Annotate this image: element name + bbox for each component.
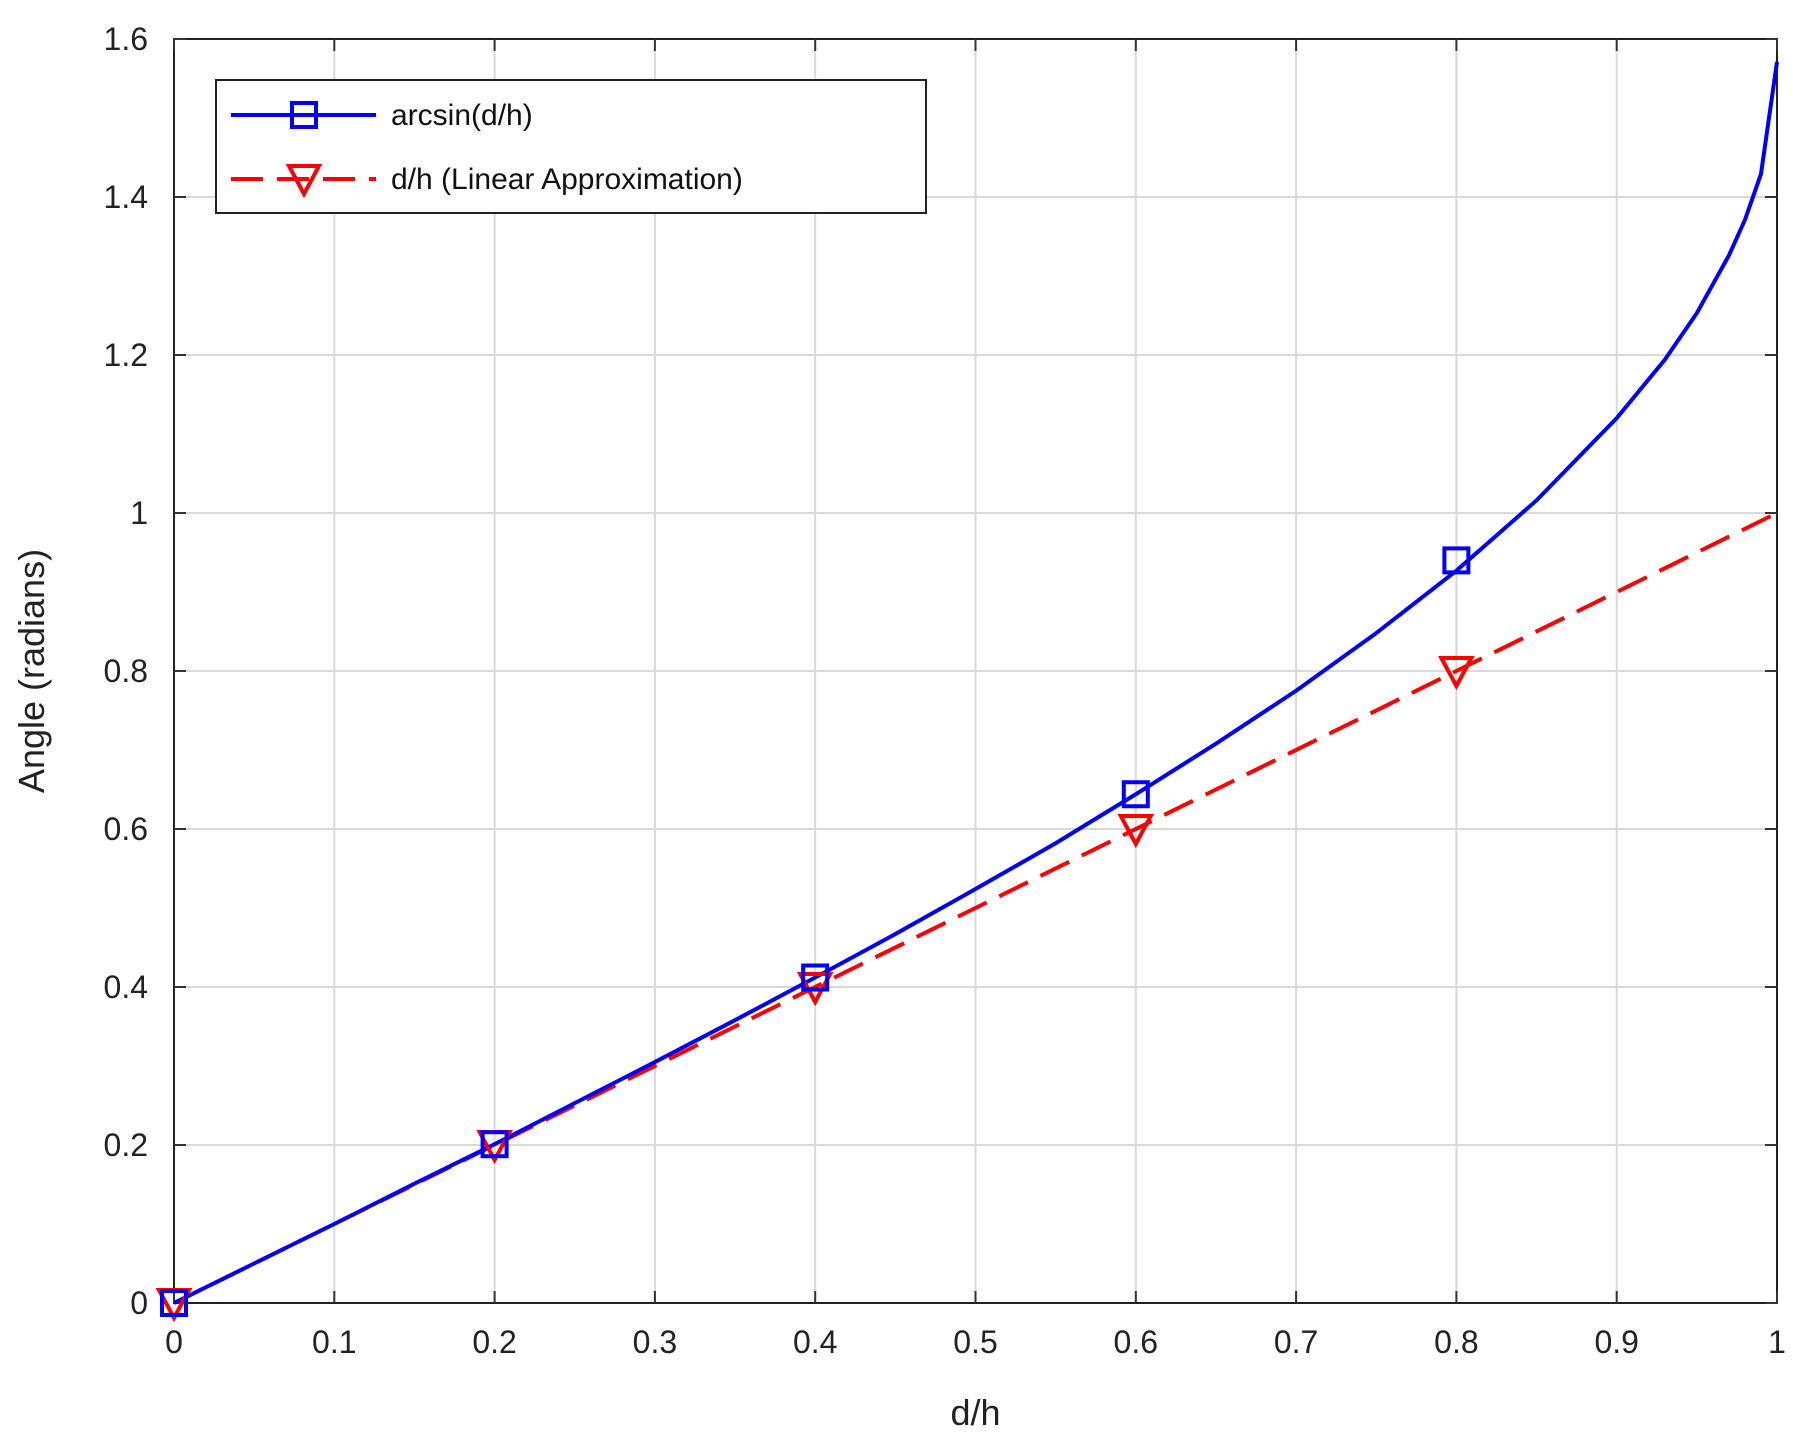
data-point-square	[1442, 546, 1471, 575]
series-line	[173, 61, 1779, 1305]
x-tick-label: 1	[1768, 1324, 1786, 1360]
legend-marker-triangle	[285, 164, 323, 199]
legend-triangle-marker	[285, 164, 323, 199]
data-point-square	[480, 1130, 509, 1159]
x-tick-label: 0.1	[312, 1324, 356, 1360]
legend-marker-square	[290, 101, 318, 129]
data-point-square	[1121, 780, 1150, 809]
y-tick-label: 0.8	[104, 653, 148, 689]
legend-square-marker	[290, 101, 318, 129]
series-markers-0	[160, 546, 1471, 1317]
legend-box	[215, 79, 927, 214]
x-tick-label: 0.8	[1434, 1324, 1478, 1360]
legend-entry-linear: d/h (Linear Approximation)	[391, 163, 743, 196]
y-tick-label: 0.4	[104, 969, 148, 1005]
y-axis-label: Angle (radians)	[11, 549, 52, 793]
x-tick-label: 0.7	[1274, 1324, 1318, 1360]
x-tick-label: 0.3	[633, 1324, 677, 1360]
x-axis-label: d/h	[950, 1392, 1000, 1433]
x-tick-label: 0.2	[472, 1324, 516, 1360]
y-tick-label: 1	[130, 495, 148, 531]
y-tick-label: 0.6	[104, 811, 148, 847]
axis-ticks: 0 0.1 0.2 0.3 0.4 0.5 0.6 0.7 0.8 0.9 1 0 0.2 0.4 0.6 0…	[104, 21, 1786, 1360]
y-tick-label: 1.4	[104, 179, 148, 215]
x-tick-label: 0.5	[953, 1324, 997, 1360]
legend-entry-arcsin: arcsin(d/h)	[391, 99, 533, 132]
x-tick-label: 0.6	[1114, 1324, 1158, 1360]
x-tick-label: 0.9	[1594, 1324, 1638, 1360]
y-tick-label: 0.2	[104, 1127, 148, 1163]
data-point-square	[160, 1289, 188, 1317]
x-tick-label: 0.4	[793, 1324, 837, 1360]
y-tick-label: 1.2	[104, 337, 148, 373]
series-layer	[155, 61, 1779, 1323]
x-tick-label: 0	[165, 1324, 183, 1360]
y-tick-label: 1.6	[104, 21, 148, 57]
legend: arcsin(d/h) d/h (Linear Approximation)	[215, 79, 927, 214]
grid-lines	[173, 38, 1778, 1304]
y-tick-label: 0	[130, 1285, 148, 1321]
data-point-triangle	[1117, 814, 1155, 849]
data-point-square	[801, 963, 830, 992]
series-0	[173, 61, 1779, 1305]
data-point-triangle	[1438, 656, 1475, 691]
